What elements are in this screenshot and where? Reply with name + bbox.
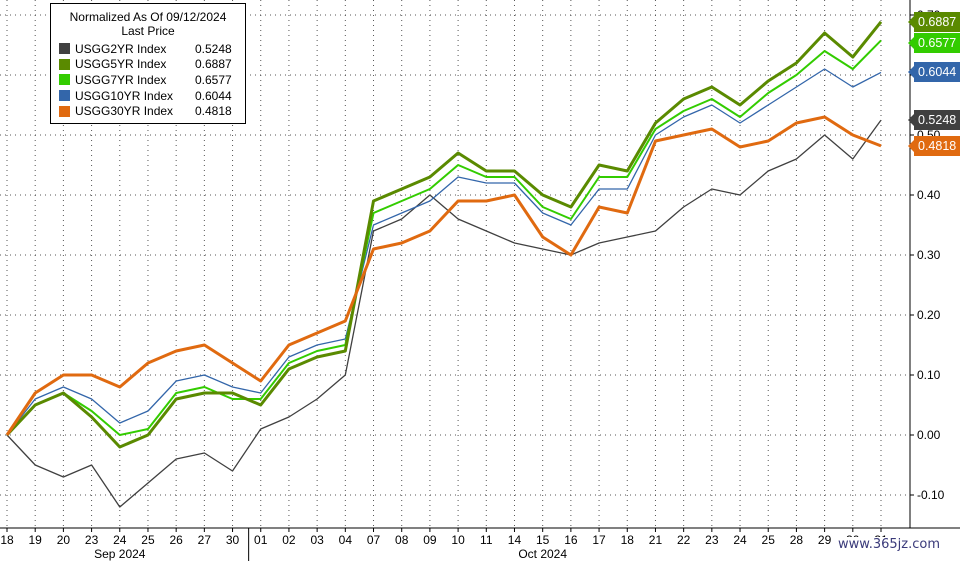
legend-entry: USGG7YR Index 0.6577 [51, 72, 245, 88]
series-line [6, 68, 882, 436]
series-line [6, 39, 882, 436]
x-tick-label: 18 [0, 533, 14, 547]
legend-series-name: USGG5YR Index [75, 57, 167, 72]
x-tick-label: 25 [762, 533, 776, 547]
legend: Normalized As Of 09/12/2024 Last Price U… [50, 3, 246, 124]
x-tick-label: 23 [85, 533, 99, 547]
last-price-tag: 0.5248 [908, 110, 960, 131]
legend-swatch [59, 43, 70, 55]
x-tick-label: 28 [790, 533, 804, 547]
month-label: Oct 2024 [518, 547, 567, 561]
legend-swatch [59, 74, 70, 86]
legend-entry: USGG5YR Index 0.6887 [51, 57, 245, 73]
x-axis: 18 19 20 23 24 25 26 27 30 01 02 03 04 07 08 09 10 11 14 15… [0, 528, 888, 561]
x-tick-label: 18 [621, 533, 635, 547]
x-tick-label: 04 [339, 533, 353, 547]
x-tick-label: 01 [254, 533, 268, 547]
legend-series-value: 0.4818 [195, 104, 232, 119]
legend-series-name: USGG30YR Index [75, 104, 174, 119]
legend-swatch [59, 90, 70, 102]
x-tick-label: 16 [564, 533, 578, 547]
x-tick-label: 27 [198, 533, 212, 547]
x-tick-label: 17 [592, 533, 606, 547]
legend-series-value: 0.6577 [195, 72, 232, 87]
y-tick-label: 0.10 [917, 368, 941, 382]
legend-entry: USGG2YR Index 0.5248 [51, 41, 245, 57]
legend-entry: USGG30YR Index 0.4818 [51, 103, 245, 119]
y-tick-label: 0.20 [917, 308, 941, 322]
legend-series-name: USGG10YR Index [75, 88, 174, 103]
legend-series-name: USGG7YR Index [75, 72, 167, 87]
x-tick-label: 07 [367, 533, 381, 547]
legend-series-value: 0.6887 [195, 57, 232, 72]
legend-title: Normalized As Of 09/12/2024 [69, 10, 227, 24]
x-tick-label: 11 [480, 533, 493, 547]
x-tick-label: 19 [29, 533, 43, 547]
series-line [5, 115, 882, 436]
x-tick-label: 29 [818, 533, 832, 547]
watermark: www.365jz.com [836, 537, 942, 552]
legend-entries: USGG2YR Index 0.5248 USGG5YR Index 0.6887 US… [51, 41, 245, 119]
x-tick-label: 22 [677, 533, 691, 547]
x-tick-label: 23 [705, 533, 719, 547]
legend-series-value: 0.5248 [195, 41, 232, 56]
x-tick-label: 09 [423, 533, 437, 547]
legend-swatch [59, 58, 70, 70]
legend-subtitle: Last Price [121, 24, 175, 38]
y-tick-label: 0.40 [917, 188, 941, 202]
legend-series-name: USGG2YR Index [75, 41, 167, 56]
y-tick-label: 0.30 [917, 248, 941, 262]
x-tick-label: 03 [310, 533, 324, 547]
x-tick-label: 08 [395, 533, 409, 547]
x-tick-label: 21 [649, 533, 663, 547]
x-tick-label: 10 [451, 533, 465, 547]
series-lines [5, 20, 883, 508]
legend-series-value: 0.6044 [195, 88, 232, 103]
x-tick-label: 30 [226, 533, 240, 547]
last-price-tag: 0.6887 [908, 11, 960, 32]
series-line [5, 20, 883, 449]
x-tick-label: 02 [282, 533, 296, 547]
x-tick-label: 24 [733, 533, 747, 547]
y-tick-label: -0.10 [917, 488, 945, 502]
x-tick-label: 26 [169, 533, 183, 547]
grid [0, 0, 960, 529]
legend-entry: USGG10YR Index 0.6044 [51, 88, 245, 104]
legend-swatch [59, 105, 70, 117]
last-price-tag: 0.4818 [908, 135, 960, 156]
x-tick-label: 20 [57, 533, 71, 547]
x-tick-label: 14 [508, 533, 522, 547]
x-tick-label: 24 [113, 533, 127, 547]
last-price-tag: 0.6044 [908, 62, 960, 83]
x-tick-label: 15 [536, 533, 550, 547]
y-tick-label: 0.00 [917, 428, 941, 442]
month-label: Sep 2024 [94, 547, 146, 561]
x-tick-label: 25 [141, 533, 155, 547]
series-line [6, 119, 882, 508]
last-price-tag: 0.6577 [908, 32, 960, 53]
